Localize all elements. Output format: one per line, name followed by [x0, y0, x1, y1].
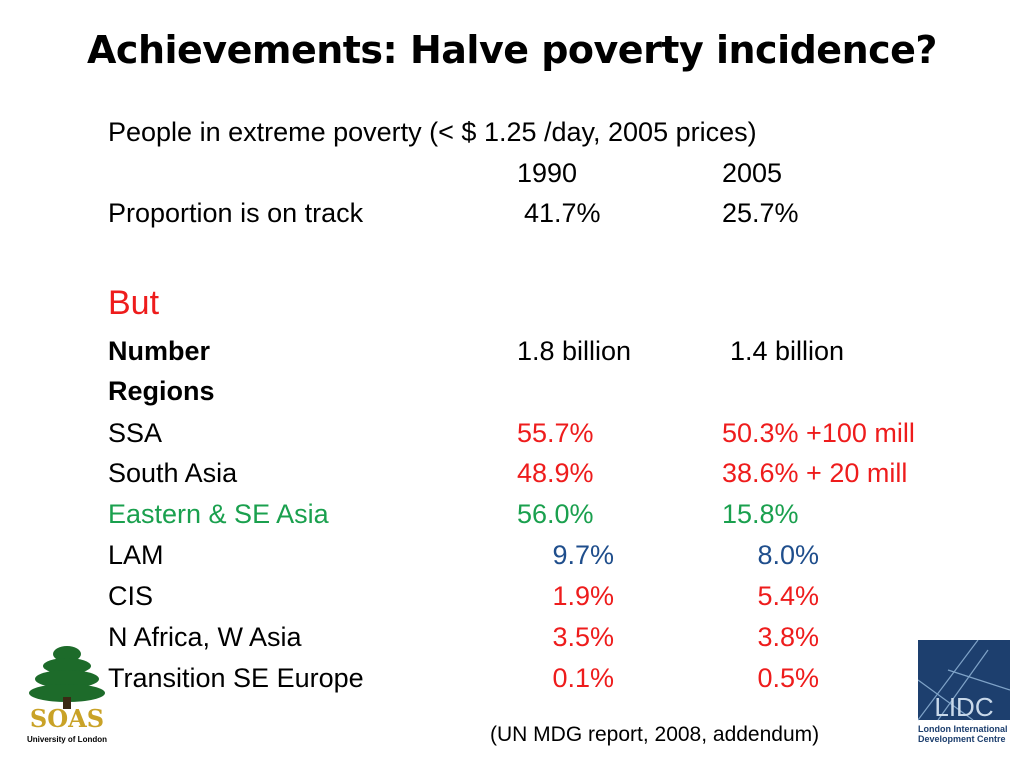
soas-logo-subtext: University of London [27, 735, 107, 744]
number-label: Number [108, 336, 211, 366]
region-2005: 5.4% [757, 581, 819, 611]
region-2005: 3.8% [757, 622, 819, 652]
region-1990: 0.1% [552, 663, 614, 693]
intro-text: People in extreme poverty (< $ 1.25 /day… [108, 117, 757, 147]
region-name: Eastern & SE Asia [108, 499, 329, 529]
soas-logo-text: SOAS [30, 704, 104, 733]
source-citation: (UN MDG report, 2008, addendum) [490, 723, 820, 746]
year-2005-header: 2005 [722, 158, 783, 188]
proportion-1990: 41.7% [524, 198, 601, 228]
lidc-logo: LIDC London International Development Ce… [917, 639, 1011, 752]
lidc-logo-subtext: London International Development Centre [918, 724, 1008, 744]
number-1990: 1.8 billion [517, 336, 632, 366]
but-label: But [108, 284, 160, 322]
lidc-emblem-icon: LIDC London International Development Ce… [917, 639, 1011, 744]
region-name: LAM [108, 540, 164, 570]
number-2005: 1.4 billion [730, 336, 845, 366]
region-1990: 56.0% [517, 499, 594, 529]
region-1990: 48.9% [517, 458, 594, 488]
region-2005: 8.0% [757, 540, 819, 570]
proportion-label: Proportion is on track [108, 198, 364, 228]
region-2005: 38.6% + 20 mill [722, 458, 908, 488]
region-name: CIS [108, 581, 154, 611]
region-1990: 55.7% [517, 418, 594, 448]
region-1990: 1.9% [552, 581, 614, 611]
region-1990: 9.7% [552, 540, 614, 570]
region-name: South Asia [108, 458, 238, 488]
region-name: Transition SE Europe [108, 663, 364, 693]
region-2005: 15.8% [722, 499, 799, 529]
region-name: N Africa, W Asia [108, 622, 302, 652]
region-2005: 50.3% +100 mill [722, 418, 915, 448]
region-1990: 3.5% [552, 622, 614, 652]
lidc-logo-text: LIDC [934, 692, 993, 722]
region-2005: 0.5% [757, 663, 819, 693]
regions-label: Regions [108, 376, 215, 406]
year-1990-header: 1990 [517, 158, 578, 188]
soas-tree-icon: SOAS University of London [27, 646, 107, 744]
slide-title: Achievements: Halve poverty incidence? [87, 28, 937, 72]
region-name: SSA [108, 418, 163, 448]
proportion-2005: 25.7% [722, 198, 799, 228]
soas-logo: SOAS University of London [22, 642, 112, 752]
